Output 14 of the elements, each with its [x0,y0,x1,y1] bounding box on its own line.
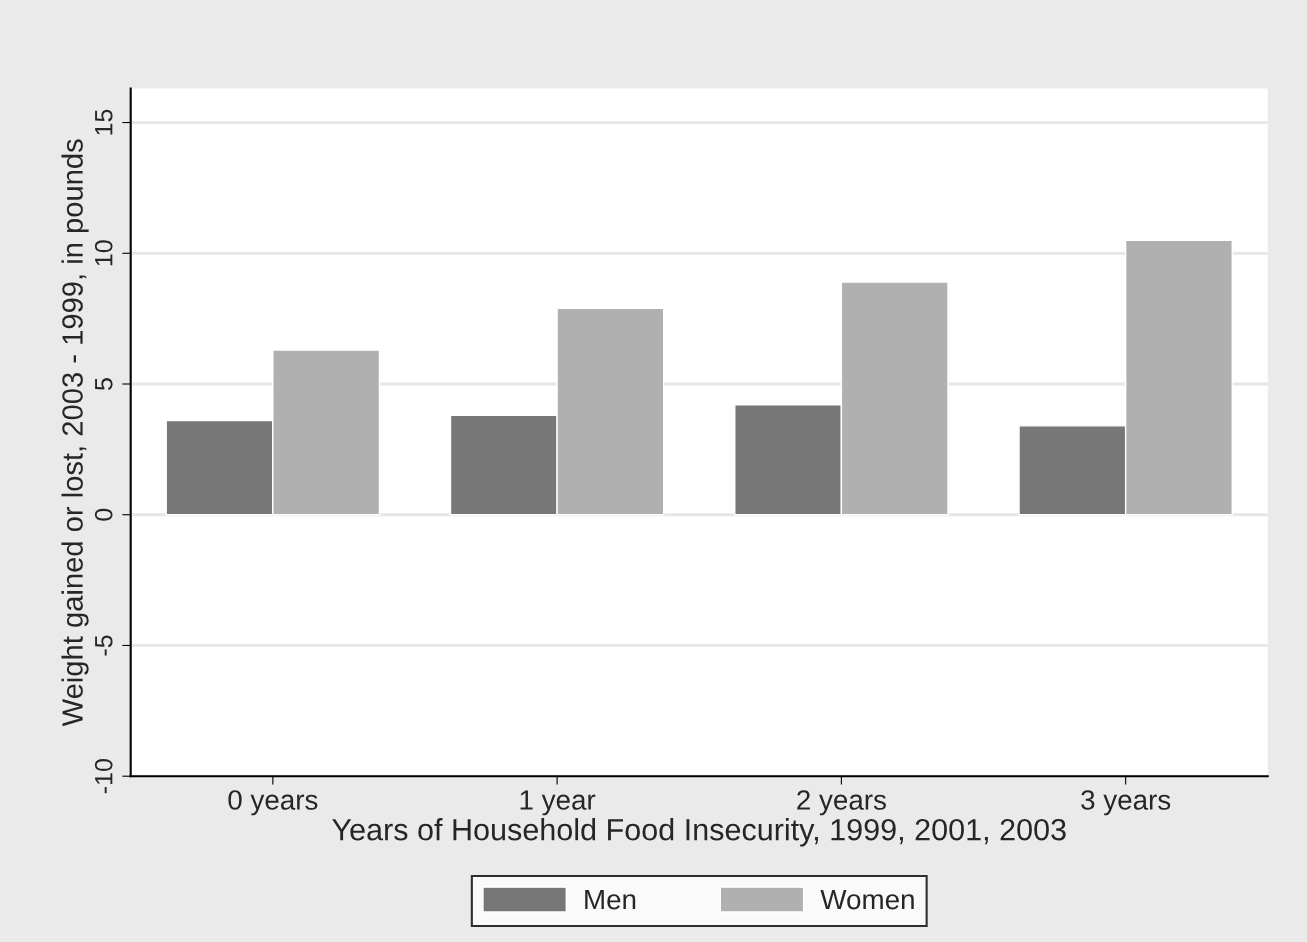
x-tick-label: 3 years [1081,790,1171,816]
legend-label: Women [820,890,914,910]
y-tick-label: 10 [94,240,113,266]
y-tick-label: -10 [94,759,113,794]
x-tick-label: 2 years [797,790,886,816]
x-tick-label: 0 years [228,790,318,816]
y-tick-label: 5 [95,378,113,390]
x-tick-label: 1 year [520,790,596,816]
y-axis-title: Weight gained or lost, 2003 - 1999, in pounds [61,139,89,727]
y-tick-label: -5 [95,635,113,656]
y-tick-label: 0 [94,508,113,521]
y-tick-label: 15 [95,109,113,135]
legend-label: Men [585,890,636,910]
x-axis-title: Years of Household Food Insecurity, 1999, 2001, 2003 [332,818,1066,847]
